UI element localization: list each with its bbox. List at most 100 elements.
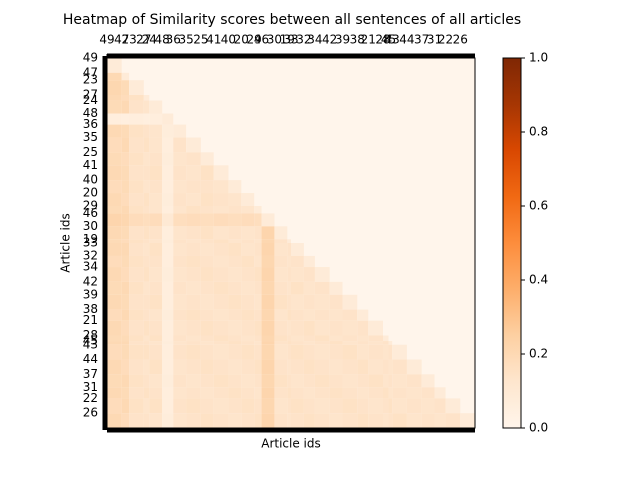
y-tick-label: 48 (83, 106, 98, 120)
heatmap-cell (162, 374, 174, 388)
heatmap-cell (228, 206, 242, 214)
heatmap-cell (107, 239, 122, 243)
heatmap-cell (107, 226, 122, 240)
heatmap-cell (406, 413, 422, 428)
heatmap-cell (274, 309, 288, 321)
heatmap-cell (287, 387, 291, 399)
heatmap-cell (186, 281, 201, 295)
heatmap-cell (261, 335, 275, 342)
heatmap-cell (213, 243, 229, 256)
heatmap-cell (241, 387, 255, 399)
heatmap-cell (143, 413, 150, 428)
heatmap-cell (143, 335, 150, 342)
heatmap-cell (228, 180, 242, 194)
heatmap-cell (274, 239, 288, 243)
y-tick-label: 39 (83, 287, 98, 301)
x-tick-label: 35 (178, 33, 193, 47)
heatmap-cell (261, 344, 275, 360)
heatmap-cell (287, 341, 291, 345)
heatmap-cell (162, 335, 174, 342)
heatmap-cell (162, 206, 174, 214)
heatmap-cell (241, 320, 255, 336)
heatmap-cell (392, 344, 407, 360)
heatmap-cell (143, 267, 150, 282)
heatmap-cell (186, 137, 201, 153)
heatmap-cell (314, 281, 330, 295)
heatmap-cell (287, 335, 291, 342)
heatmap-cell (254, 239, 262, 243)
heatmap-cell (329, 387, 343, 399)
heatmap-cell (200, 341, 214, 345)
heatmap-cell (357, 413, 369, 428)
heatmap-cell (162, 341, 174, 345)
heatmap-cell (357, 398, 369, 414)
heatmap-cell (129, 165, 144, 181)
y-tick-label: 40 (83, 173, 98, 187)
heatmap-cell (107, 255, 122, 268)
heatmap-cell (303, 294, 315, 310)
heatmap-cell (261, 413, 275, 428)
heatmap-cell (329, 281, 343, 295)
heatmap-cell (241, 281, 255, 295)
heatmap-cell (368, 387, 383, 399)
x-tick-label: 34 (307, 33, 322, 47)
y-tick-label: 29 (83, 199, 98, 213)
heatmap-cell (173, 344, 187, 360)
heatmap-cell (241, 294, 255, 310)
heatmap-cell (121, 255, 130, 268)
heatmap-cell (274, 341, 288, 345)
heatmap-cell (186, 239, 201, 243)
heatmap-cell (274, 344, 288, 360)
heatmap-cell (392, 359, 407, 375)
heatmap-cell (254, 255, 262, 268)
heatmap-cell (121, 100, 130, 114)
heatmap-cell (107, 206, 122, 214)
heatmap-cell (173, 137, 187, 153)
heatmap-cell (314, 413, 330, 428)
y-tick-label: 19 (83, 232, 98, 246)
heatmap-cell (261, 226, 275, 240)
heatmap-cell (383, 387, 389, 399)
heatmap-cell (173, 180, 187, 194)
heatmap-cell (261, 255, 275, 268)
heatmap-cell (241, 193, 255, 206)
y-tick-label: 28 (83, 328, 98, 342)
heatmap-cell (173, 239, 187, 243)
heatmap-cell (213, 180, 229, 194)
heatmap-cell (186, 267, 201, 282)
heatmap-cell (186, 387, 201, 399)
heatmap-cell (200, 413, 214, 428)
heatmap-cell (291, 387, 304, 399)
heatmap-cell (228, 255, 242, 268)
heatmap-cell (149, 206, 163, 214)
heatmap-cell (368, 320, 383, 336)
heatmap-cell (241, 341, 255, 345)
heatmap-cell (121, 152, 130, 166)
heatmap-cell (287, 281, 291, 295)
heatmap-cell (107, 309, 122, 321)
heatmap-cell (460, 413, 475, 428)
heatmap-cell (121, 344, 130, 360)
heatmap-cell (388, 374, 393, 388)
y-tick-label: 26 (83, 406, 98, 420)
heatmap-cell (107, 152, 122, 166)
heatmap-cell (357, 359, 369, 375)
heatmap-cell (254, 320, 262, 336)
heatmap-cell (254, 374, 262, 388)
heatmap-cell (129, 180, 144, 194)
heatmap-cell (107, 267, 122, 282)
heatmap-cell (162, 165, 174, 181)
heatmap-cell (303, 281, 315, 295)
x-tick-label: 21 (361, 33, 376, 47)
heatmap-cell (129, 387, 144, 399)
heatmap-cell (254, 243, 262, 256)
heatmap-cell (200, 398, 214, 414)
heatmap-cell (129, 374, 144, 388)
heatmap-cell (342, 398, 358, 414)
x-tick-label: 40 (221, 33, 236, 47)
y-tick-label: 37 (83, 367, 98, 381)
heatmap-cell (329, 335, 343, 342)
heatmap-cell (107, 335, 122, 342)
heatmap-cell (291, 398, 304, 414)
heatmap-cell (107, 413, 122, 428)
